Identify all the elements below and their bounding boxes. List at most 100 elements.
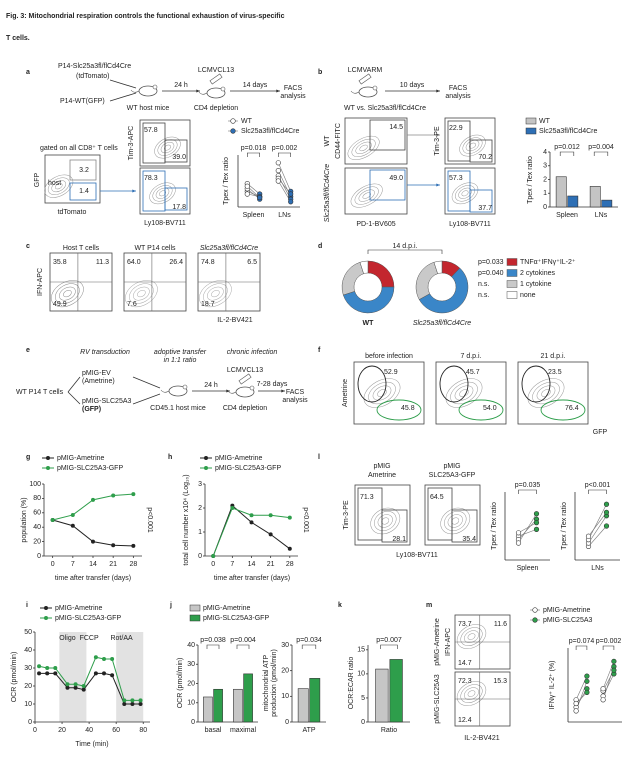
point xyxy=(275,160,281,166)
x-tick-label: Spleen xyxy=(517,565,539,572)
bracket xyxy=(602,645,615,650)
point xyxy=(600,686,606,692)
legend-swatch xyxy=(525,127,537,135)
label: Ametrine xyxy=(342,379,349,407)
bar xyxy=(555,176,567,208)
marker xyxy=(70,512,75,517)
contour xyxy=(362,192,371,199)
label: total cell number x10⁴ (Log₁₀) xyxy=(183,474,190,565)
label: 15.3 xyxy=(493,678,507,685)
label: WT xyxy=(324,135,331,147)
contour xyxy=(351,138,376,157)
flow-plot xyxy=(354,484,411,546)
point xyxy=(611,667,617,673)
bracket xyxy=(236,644,250,649)
x-tick-label: LNs xyxy=(278,212,291,219)
label: (GFP) xyxy=(82,406,101,413)
legend-label: pMIG-SLC25A3-GFP xyxy=(203,615,269,622)
gate xyxy=(69,182,97,201)
label: Slc25a3fl/flCd4Cre xyxy=(413,320,471,327)
x-tick-label: 80 xyxy=(139,727,147,734)
y-tick-label: 10 xyxy=(24,701,32,708)
figure-title: T cells. xyxy=(6,35,30,42)
contour xyxy=(355,141,372,155)
label: Slc25a3fl/flCd4Cre xyxy=(324,164,331,222)
panel-label: i xyxy=(26,602,28,609)
contour xyxy=(541,389,551,397)
bar xyxy=(389,659,403,723)
label: pMIG-SLC25A3 xyxy=(82,398,132,405)
label: 7.6 xyxy=(127,301,137,308)
legend-marker xyxy=(46,466,50,470)
label: CD4 depletion xyxy=(223,405,267,412)
marker xyxy=(70,523,75,528)
contour xyxy=(51,180,67,193)
label: IFN-APC xyxy=(37,268,44,296)
label: mitochondrial ATP xyxy=(263,655,270,712)
x-tick-label: 21 xyxy=(109,561,117,568)
gate xyxy=(469,189,493,213)
label: Slc25a3fl/flCd4Cre xyxy=(200,245,258,252)
panel-label: b xyxy=(318,69,322,76)
legend-marker xyxy=(532,617,538,623)
point xyxy=(533,511,540,517)
label: Host T cells xyxy=(63,245,100,252)
mouse-ear xyxy=(372,85,378,91)
label: IFN-APC xyxy=(445,628,452,656)
label: chronic infection xyxy=(227,349,278,356)
marker xyxy=(91,539,95,544)
contour xyxy=(374,511,397,531)
y-tick-label: 40 xyxy=(24,647,32,654)
label: FCCP xyxy=(80,635,99,642)
pair-line xyxy=(588,515,607,544)
marker xyxy=(53,671,58,676)
bar xyxy=(233,688,243,723)
contour xyxy=(377,389,387,397)
mouse-tail xyxy=(198,91,208,95)
syringe xyxy=(238,373,252,385)
arrow-head xyxy=(436,89,440,93)
legend-label: pMIG-SLC25A3-GFP xyxy=(57,465,123,472)
label: CD45.1 host mice xyxy=(150,405,206,412)
label: pMIG xyxy=(373,463,390,470)
marker xyxy=(122,702,127,706)
y-tick-label: 10 xyxy=(187,700,195,707)
label: 1.4 xyxy=(79,188,89,195)
label: 10 days xyxy=(400,82,425,89)
contour xyxy=(450,381,478,405)
gate xyxy=(540,399,586,421)
x-tick-label: 28 xyxy=(129,561,137,568)
legend-swatch xyxy=(189,614,201,622)
contour xyxy=(198,280,232,308)
pair-line xyxy=(588,525,607,547)
gate xyxy=(369,119,406,151)
contour xyxy=(55,283,80,304)
legend-label: WT xyxy=(539,118,551,125)
flow-plot xyxy=(353,361,425,425)
contour xyxy=(467,690,476,697)
label: SLC25A3-GFP xyxy=(429,472,476,479)
label: host xyxy=(48,180,61,187)
x-tick-label: maximal xyxy=(230,727,257,734)
gate xyxy=(164,139,188,163)
p-value: p=0.035 xyxy=(515,482,541,489)
gate xyxy=(451,509,478,543)
x-tick-label: 60 xyxy=(112,727,120,734)
legend-label: pMIG-Ametrine xyxy=(543,607,591,614)
bracket xyxy=(575,645,588,650)
y-tick-label: 5 xyxy=(361,695,365,702)
gate xyxy=(439,365,469,403)
label: n.s. xyxy=(478,281,489,288)
x-tick-label: 40 xyxy=(85,727,93,734)
y-tick-label: 0 xyxy=(191,719,195,726)
marker xyxy=(45,666,50,670)
label: 14.5 xyxy=(389,124,403,131)
contour xyxy=(159,190,166,197)
label: 73.7 xyxy=(458,621,472,628)
panel-label: g xyxy=(26,454,30,461)
marker xyxy=(50,518,55,522)
legend-label: pMIG-Ametrine xyxy=(203,605,251,612)
bar xyxy=(375,668,389,723)
label: p=0.033 xyxy=(478,259,504,266)
arrow-head xyxy=(132,189,136,193)
